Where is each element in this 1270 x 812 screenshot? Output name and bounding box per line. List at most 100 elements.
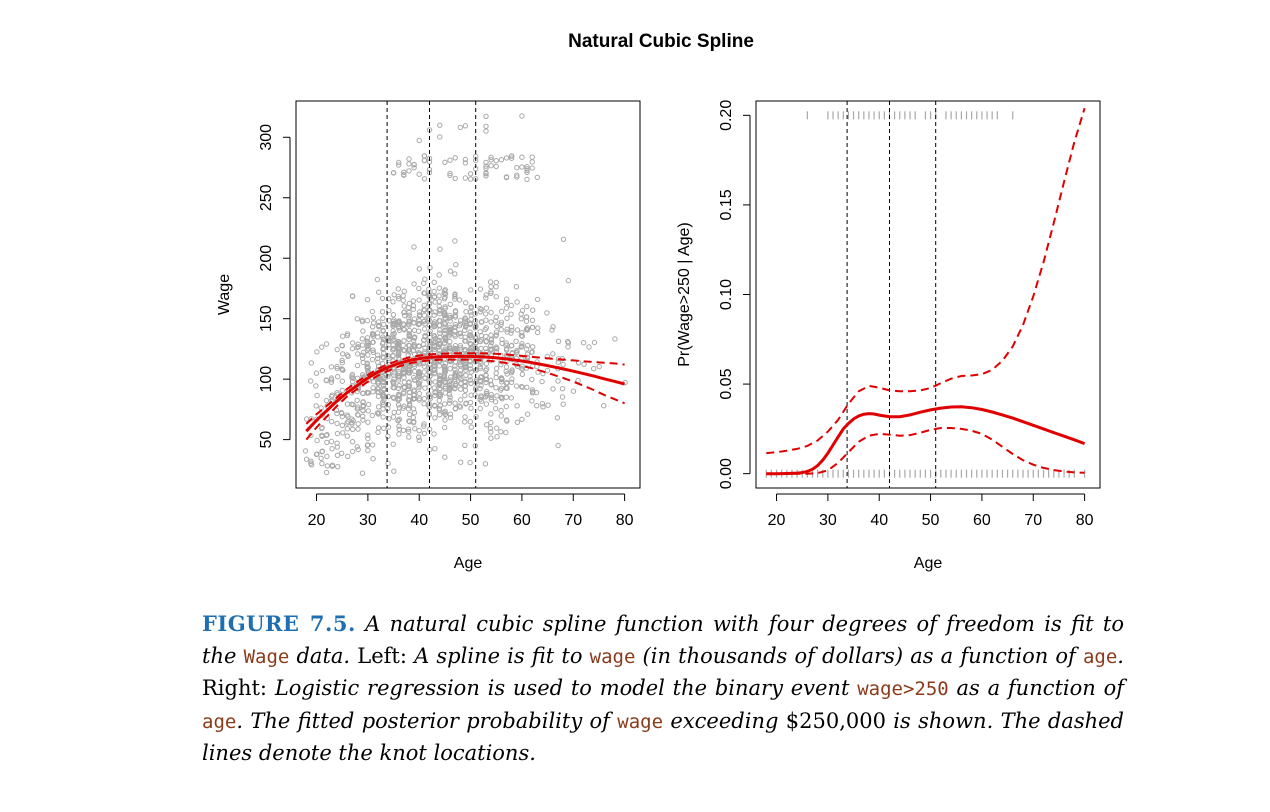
data-point — [400, 293, 406, 299]
data-point — [365, 447, 371, 454]
data-point — [421, 290, 427, 296]
data-point — [396, 356, 402, 362]
data-point — [447, 314, 454, 321]
y-tick-label: 0.20 — [718, 100, 735, 131]
data-point — [523, 346, 530, 352]
data-point — [401, 403, 407, 409]
data-point — [416, 266, 422, 272]
data-point — [400, 427, 407, 433]
data-point — [426, 307, 432, 313]
data-point — [401, 327, 408, 333]
data-point — [329, 446, 335, 452]
data-point — [375, 393, 382, 400]
data-point — [550, 351, 556, 357]
data-point — [416, 434, 422, 440]
data-point — [462, 414, 468, 420]
data-point — [503, 429, 509, 436]
data-point — [441, 311, 447, 317]
data-point — [380, 334, 386, 340]
data-point — [504, 315, 510, 321]
data-point — [519, 307, 526, 314]
data-point — [533, 389, 540, 396]
data-point — [375, 429, 381, 436]
data-point — [437, 403, 443, 409]
data-point — [436, 293, 442, 299]
data-point — [488, 309, 494, 316]
data-point — [340, 430, 346, 436]
data-point — [468, 304, 474, 310]
caption-text: as a function of — [956, 676, 1125, 700]
data-point — [529, 165, 535, 171]
data-point — [426, 286, 432, 292]
data-point — [400, 297, 406, 304]
data-point — [560, 401, 566, 407]
data-point — [488, 435, 494, 441]
data-point — [452, 343, 459, 349]
data-point — [447, 328, 453, 334]
data-point — [467, 176, 474, 182]
data-point — [370, 315, 377, 321]
data-point — [498, 413, 504, 419]
data-point — [355, 344, 361, 350]
caption-right-label: Right: — [202, 676, 268, 700]
data-point — [302, 448, 309, 454]
data-point — [370, 349, 377, 356]
x-axis: 20 30 40 50 60 70 80 Age — [308, 493, 634, 572]
data-point — [344, 412, 350, 418]
data-point — [411, 342, 417, 348]
x-tick-label: 40 — [410, 512, 428, 529]
data-point — [463, 367, 469, 373]
data-point — [493, 370, 499, 376]
data-point — [339, 422, 345, 429]
data-point — [355, 412, 361, 418]
data-point — [493, 284, 499, 290]
y-tick-label: 300 — [258, 124, 275, 151]
data-point — [508, 153, 515, 159]
data-point — [503, 340, 509, 346]
data-point — [314, 437, 320, 444]
data-point — [324, 439, 330, 446]
data-point — [370, 456, 376, 462]
caption-text: exceeding — [670, 708, 779, 733]
data-point — [391, 395, 397, 401]
data-point — [498, 157, 505, 163]
data-point — [539, 378, 545, 385]
data-point — [390, 342, 396, 348]
caption-text: . — [1117, 643, 1124, 668]
data-point — [360, 349, 367, 356]
data-point — [483, 165, 489, 172]
data-point — [420, 341, 427, 348]
data-point — [477, 405, 483, 412]
data-point — [524, 167, 530, 174]
data-point — [488, 394, 495, 400]
data-point — [401, 390, 407, 397]
data-point — [436, 412, 443, 418]
data-point — [442, 417, 448, 423]
data-point — [370, 379, 377, 385]
data-point — [359, 317, 365, 323]
data-point — [401, 384, 407, 390]
data-point — [503, 155, 510, 161]
data-point — [396, 383, 402, 389]
data-point — [519, 343, 525, 349]
data-point — [344, 401, 351, 407]
x-tick-label: 60 — [973, 512, 991, 529]
data-point — [364, 442, 371, 449]
data-point — [452, 333, 458, 340]
data-point — [488, 163, 494, 169]
data-point — [432, 402, 438, 408]
data-point — [499, 308, 505, 315]
data-point — [375, 386, 382, 392]
data-point — [360, 390, 366, 396]
data-point — [441, 369, 448, 375]
data-point — [380, 328, 386, 334]
data-point — [364, 297, 371, 303]
data-point — [406, 342, 412, 348]
data-point — [462, 318, 469, 324]
data-point — [442, 401, 448, 407]
data-point — [499, 336, 505, 343]
data-point — [534, 329, 541, 336]
data-point — [390, 312, 397, 318]
data-point — [524, 176, 530, 183]
data-point — [431, 431, 437, 437]
